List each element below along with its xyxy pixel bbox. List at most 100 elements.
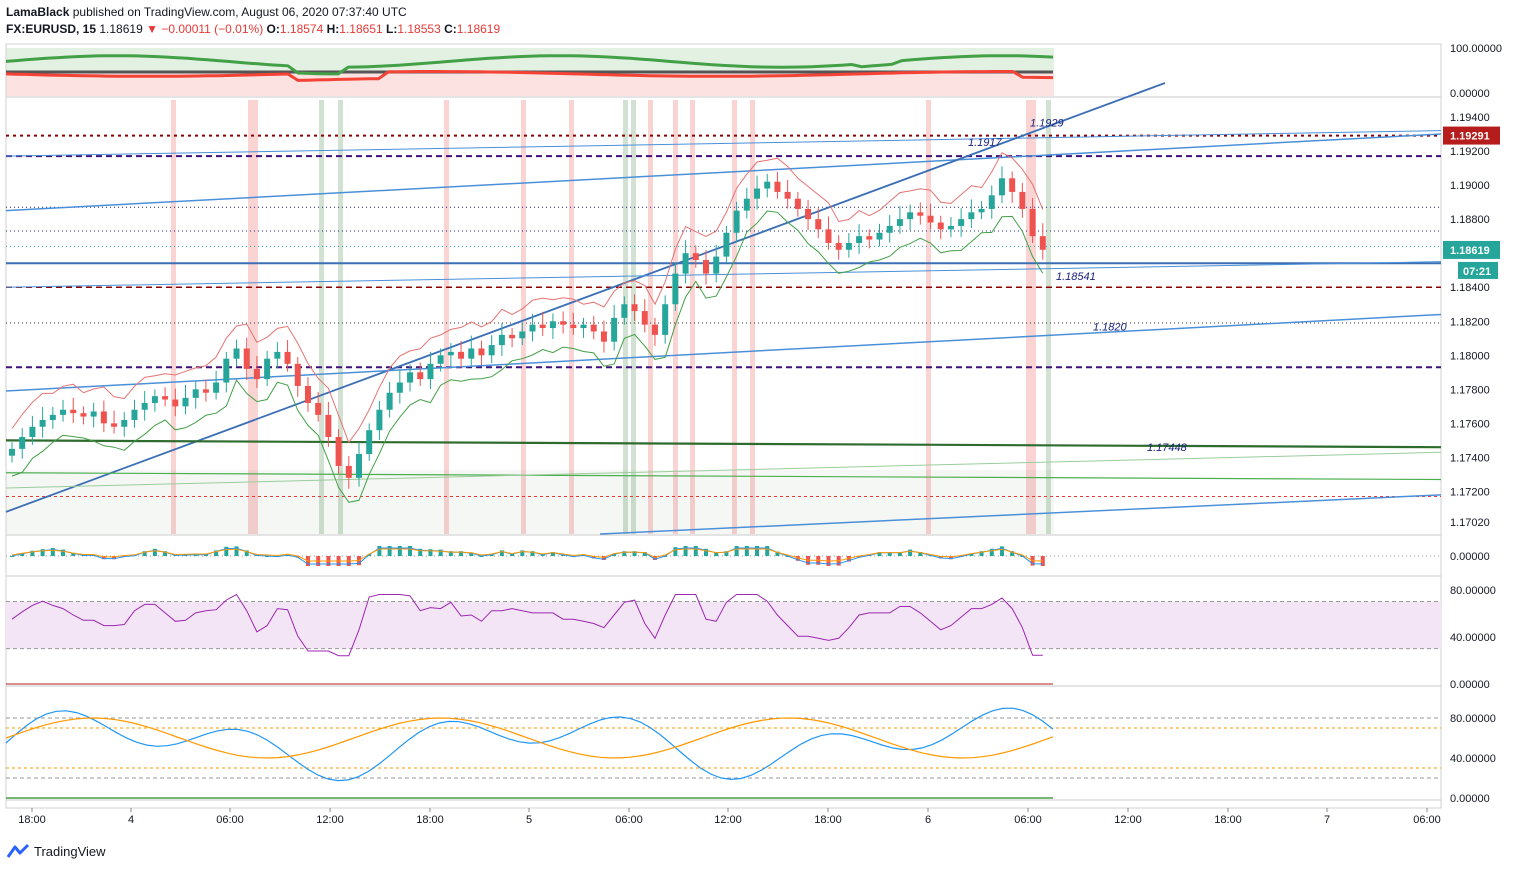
y-tick-9: 1.17400 [1450,452,1490,464]
macd-bar-15 [163,551,168,556]
candle-body-31 [325,414,332,437]
candle-body-20 [213,382,220,393]
macd-bar-20 [214,550,219,556]
candle-body-34 [356,454,362,478]
candle-body-86 [886,225,893,233]
candle-body-14 [151,396,158,403]
candle-body-27 [284,351,291,364]
candle-body-9 [100,411,107,424]
price-change: −0.00011 (−0.01%) [161,22,264,36]
candle-body-29 [304,385,311,403]
candle-body-81 [835,242,842,250]
macd-bar-14 [152,548,157,556]
candle-body-57 [590,324,597,332]
candle-body-95 [978,208,985,213]
candle-body-75 [774,181,781,192]
macd-bar-85 [877,552,882,556]
symbol-legend: FX:EURUSD, 15 1.18619 ▼ −0.00011 (−0.01%… [6,22,500,36]
candle-body-0 [9,448,15,456]
candle-body-13 [141,402,148,410]
signal-bar-red-5 [569,100,574,534]
macd-bar-9 [101,556,106,560]
author-name[interactable]: LamaBlack [6,5,70,19]
close-label: C: [444,22,457,36]
signal-bar-green-3 [631,100,636,534]
candle-body-64 [662,304,669,335]
candle-body-96 [988,195,995,209]
macd-bar-49 [510,553,515,556]
candle-body-33 [345,465,352,478]
publish-info: LamaBlack published on TradingView.com, … [6,5,407,19]
macd-bar-68 [704,548,708,556]
stoch-tick-2: 0.00000 [1450,793,1490,805]
candle-body-43 [447,351,454,356]
level-tag: 1.19291 [1450,131,1490,143]
candle-body-80 [825,229,832,243]
signal-bar-red-12 [1026,100,1031,534]
macd-bar-37 [387,546,392,556]
y-tick-1: 1.19200 [1450,146,1490,158]
candle-body-1 [19,436,26,449]
macd-bar-48 [499,550,504,556]
annotation-2: 1.18541 [1056,271,1096,283]
candle-body-70 [723,232,730,257]
annotation-0: 1.1929 [1030,118,1064,130]
candle-body-32 [335,436,342,466]
y-tick-10: 1.17200 [1450,486,1490,498]
candle-body-25 [264,358,271,380]
envelope-upper [11,152,1044,444]
low-value: 1.18553 [397,22,441,36]
high-value: 1.18651 [339,22,383,36]
candle-body-65 [672,273,679,305]
candle-body-52 [539,324,546,329]
level-tag-bg [1443,126,1500,145]
candle-body-78 [805,208,812,220]
macd-bar-75 [775,551,780,556]
close-value: 1.18619 [456,22,501,36]
candle-body-68 [703,259,709,274]
y-tick-0: 1.19400 [1450,112,1490,124]
x-tick-6: 06:00 [615,814,643,826]
candle-body-8 [90,411,97,417]
annotation-1: 1.1917 [968,137,1003,149]
trendline-top-thin [5,130,1442,157]
x-tick-12: 18:00 [1214,814,1242,826]
signal-bar-red-13 [1031,100,1036,534]
open-label: O: [266,22,280,36]
macd-bar-23 [244,550,249,556]
candle-body-62 [641,311,648,325]
symbol-label[interactable]: FX:EURUSD, 15 [6,22,97,36]
countdown-label: 07:21 [1463,266,1491,278]
signal-bar-red-10 [750,100,755,534]
x-tick-5: 5 [526,814,532,826]
macd-bar-57 [591,556,596,559]
macd-bar-41 [428,549,433,556]
candle-body-92 [947,225,954,230]
stats-pane-bg-top [6,48,1054,72]
support-line-green-3 [5,451,1442,489]
signal-bar-red-6 [648,100,653,534]
candle-body-67 [692,253,699,260]
macd-bar-6 [71,552,76,556]
candle-body-24 [253,368,260,380]
candle-body-35 [366,430,373,455]
candle-body-26 [274,351,281,359]
y-tick-2: 1.19000 [1450,180,1490,192]
annotation-3: 1.1820 [1093,321,1128,333]
candle-body-19 [202,389,209,393]
macd-bar-21 [224,546,229,556]
stoch-tick-0: 80.00000 [1450,713,1496,725]
low-label: L: [386,22,398,36]
candle-body-87 [896,219,903,226]
macd-bar-63 [652,556,657,560]
candle-body-91 [937,222,944,230]
macd-bar-66 [683,546,688,556]
candle-body-74 [764,181,771,189]
tradingview-logo[interactable]: TradingView [6,843,106,859]
candle-body-49 [509,334,516,339]
candle-body-12 [131,409,138,420]
macd-signal-line [11,548,1043,562]
macd-bar-4 [50,548,55,556]
stoch-tick-1: 40.00000 [1450,753,1496,765]
